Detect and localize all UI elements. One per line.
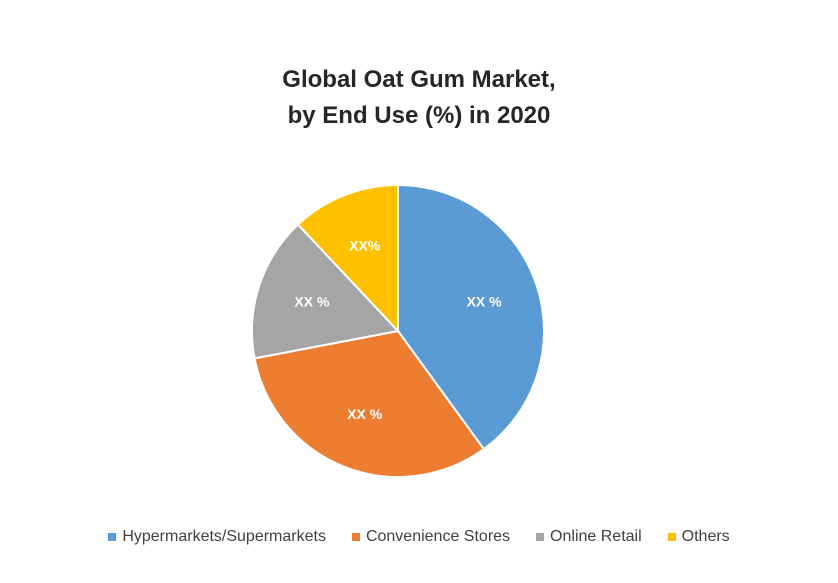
legend-item-others: Others [667,528,730,546]
data-label-convenience-stores: XX % [347,406,383,422]
chart-title-line-2: by End Use (%) in 2020 [287,102,551,129]
pie-slice-online-retail [251,223,400,360]
legend-label-online-retail: Online Retail [550,528,642,545]
legend-item-online-retail: Online Retail [536,528,642,546]
data-label-others: XX% [349,238,381,254]
legend-swatch-online-retail [536,533,545,541]
data-label-online-retail: XX % [294,294,330,310]
legend-label-others: Others [681,528,730,545]
legend-label-convenience-stores: Convenience Stores [365,528,511,545]
legend-swatch-hypermarkets [108,533,117,541]
legend-swatch-convenience-stores [351,533,360,541]
pie-slice-hypermarkets [397,183,546,451]
legend-item-hypermarkets: Hypermarkets/Supermarkets [108,528,326,546]
chart-title: Global Oat Gum Market, by End Use (%) in… [0,62,838,134]
pie-slice-others [296,183,399,334]
legend-label-hypermarkets: Hypermarkets/Supermarkets [122,528,326,545]
legend-swatch-others [667,533,676,541]
pie-slice-convenience-stores [253,329,486,478]
data-label-hypermarkets: XX % [467,294,503,310]
legend-item-convenience-stores: Convenience Stores [351,528,511,546]
chart-title-line-1: Global Oat Gum Market, [282,66,556,93]
legend: Hypermarkets/Supermarkets Convenience St… [0,528,838,546]
